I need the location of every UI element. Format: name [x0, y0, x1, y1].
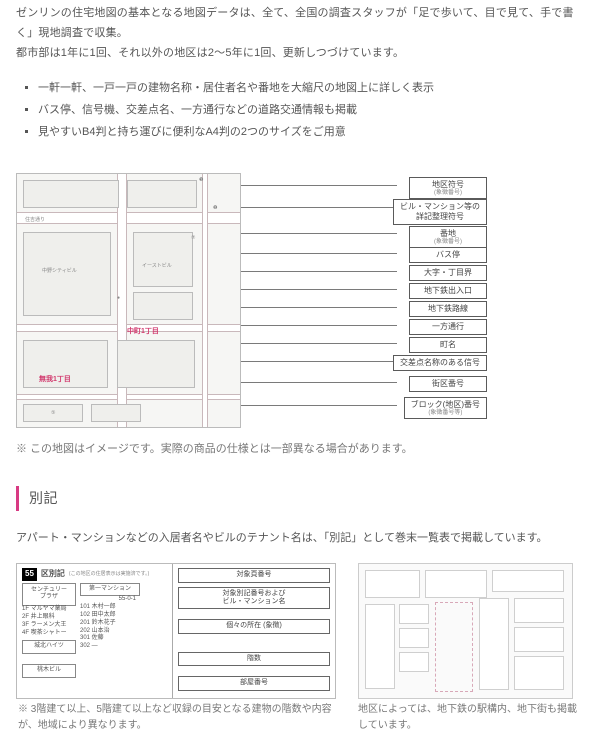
listing-title: 区別記	[41, 569, 65, 579]
chome-label: 中町1丁目	[127, 326, 159, 339]
bldg-name: 第一マンション	[80, 583, 140, 597]
map-legend-column: 地区符号(象徴番号) ビル・マンション等の 詳記整理符号 番地(象徴番号) バス…	[241, 173, 491, 428]
bldg-name: 桃木ビル	[22, 664, 76, 678]
feature-item: バス停、信号機、交差点名、一方通行などの道路交通情報も掲載	[38, 99, 585, 121]
mini-legend: 対象別記番号および ビル・マンション名	[178, 587, 330, 610]
legend-box: バス停	[409, 247, 487, 263]
road-label: 住吉通り	[25, 216, 45, 225]
legend-box: 街区番号	[409, 376, 487, 392]
bldg-label: イーストビル	[142, 262, 172, 271]
legend-box: 地下鉄出入口	[409, 283, 487, 299]
map-note: ※ この地図はイメージです。実際の商品の仕様とは一部異なる場合があります。	[16, 440, 585, 460]
legend-box: 大字・丁目界	[409, 265, 487, 281]
feature-item: 見やすいB4判と持ち運びに便利なA4判の2つのサイズをご用意	[38, 121, 585, 143]
mini-legend: 個々の所在 (象徴)	[178, 619, 330, 633]
listing-note: ※ 3階建て以上、5階建て以上など収録の目安となる建物の階数や内容が、地域により…	[16, 702, 336, 734]
intro-paragraph: ゼンリンの住宅地図の基本となる地図データは、全て、全国の調査スタッフが「足で歩い…	[16, 4, 585, 63]
mini-legend: 階数	[178, 652, 330, 666]
legend-box: 地下鉄路線	[409, 301, 487, 317]
mini-legend: 対象頁番号	[178, 568, 330, 582]
sample-map-block: 住吉通り 中野シティビル イーストビル 中町1丁目 無我1丁目 ❶ ❷ ⑦ ● …	[16, 173, 491, 428]
listing-subtitle: (この地区の住居表示は実施済です。)	[69, 571, 149, 578]
floormap-column: 地区によっては、地下鉄の駅構内、地下街も掲載しています。	[358, 563, 583, 734]
feature-item: 一軒一軒、一戸一戸の建物名称・居住者名や番地を大縮尺の地図上に詳しく表示	[38, 77, 585, 99]
mini-legend: 部屋番号	[178, 676, 330, 690]
sample-map-image: 住吉通り 中野シティビル イーストビル 中町1丁目 無我1丁目 ❶ ❷ ⑦ ● …	[16, 173, 241, 428]
listing-left-pane: 55 区別記 (この地区の住居表示は実施済です。) センチュリー プラザ 1F …	[17, 564, 173, 698]
listing-right-pane: 対象頁番号 対象別記番号および ビル・マンション名 個々の所在 (象徴) 階数 …	[173, 564, 335, 698]
bldg-name: センチュリー プラザ	[22, 583, 76, 607]
intro-line2: 都市部は1年に1回、それ以外の地区は2〜5年に1回、更新しつづけています。	[16, 47, 404, 59]
feature-list: 一軒一軒、一戸一戸の建物名称・居住者名や番地を大縮尺の地図上に詳しく表示 バス停…	[38, 77, 585, 143]
intro-line1: ゼンリンの住宅地図の基本となる地図データは、全て、全国の調査スタッフが「足で歩い…	[16, 7, 574, 39]
legend-box: 地区符号(象徴番号)	[409, 177, 487, 199]
addr: 55-0-1	[80, 596, 140, 604]
listing-badge: 55	[22, 568, 37, 580]
floormap-note: 地区によっては、地下鉄の駅構内、地下街も掲載しています。	[358, 702, 583, 734]
bldg-name: 城北ハイツ	[22, 640, 76, 654]
section-heading: 別記	[16, 486, 585, 511]
legend-box: 番地(象徴番号)	[409, 226, 487, 248]
legend-box: ブロック(地区)番号(象徴番号等)	[404, 397, 487, 419]
legend-box: 町名	[409, 337, 487, 353]
bottom-row: 55 区別記 (この地区の住居表示は実施済です。) センチュリー プラザ 1F …	[16, 563, 585, 734]
legend-box: 交差点名称のある信号	[393, 355, 487, 371]
chome-label: 無我1丁目	[39, 374, 71, 387]
section-paragraph: アパート・マンションなどの入居者名やビルのテナント名は、「別記」として巻末一覧表…	[16, 529, 585, 549]
listing-column: 55 区別記 (この地区の住居表示は実施済です。) センチュリー プラザ 1F …	[16, 563, 336, 734]
listing-sample: 55 区別記 (この地区の住居表示は実施済です。) センチュリー プラザ 1F …	[16, 563, 336, 699]
bldg-label: 中野シティビル	[42, 267, 77, 276]
legend-box: ビル・マンション等の 詳記整理符号	[393, 199, 487, 224]
underground-map-image	[358, 563, 573, 699]
legend-box: 一方通行	[409, 319, 487, 335]
